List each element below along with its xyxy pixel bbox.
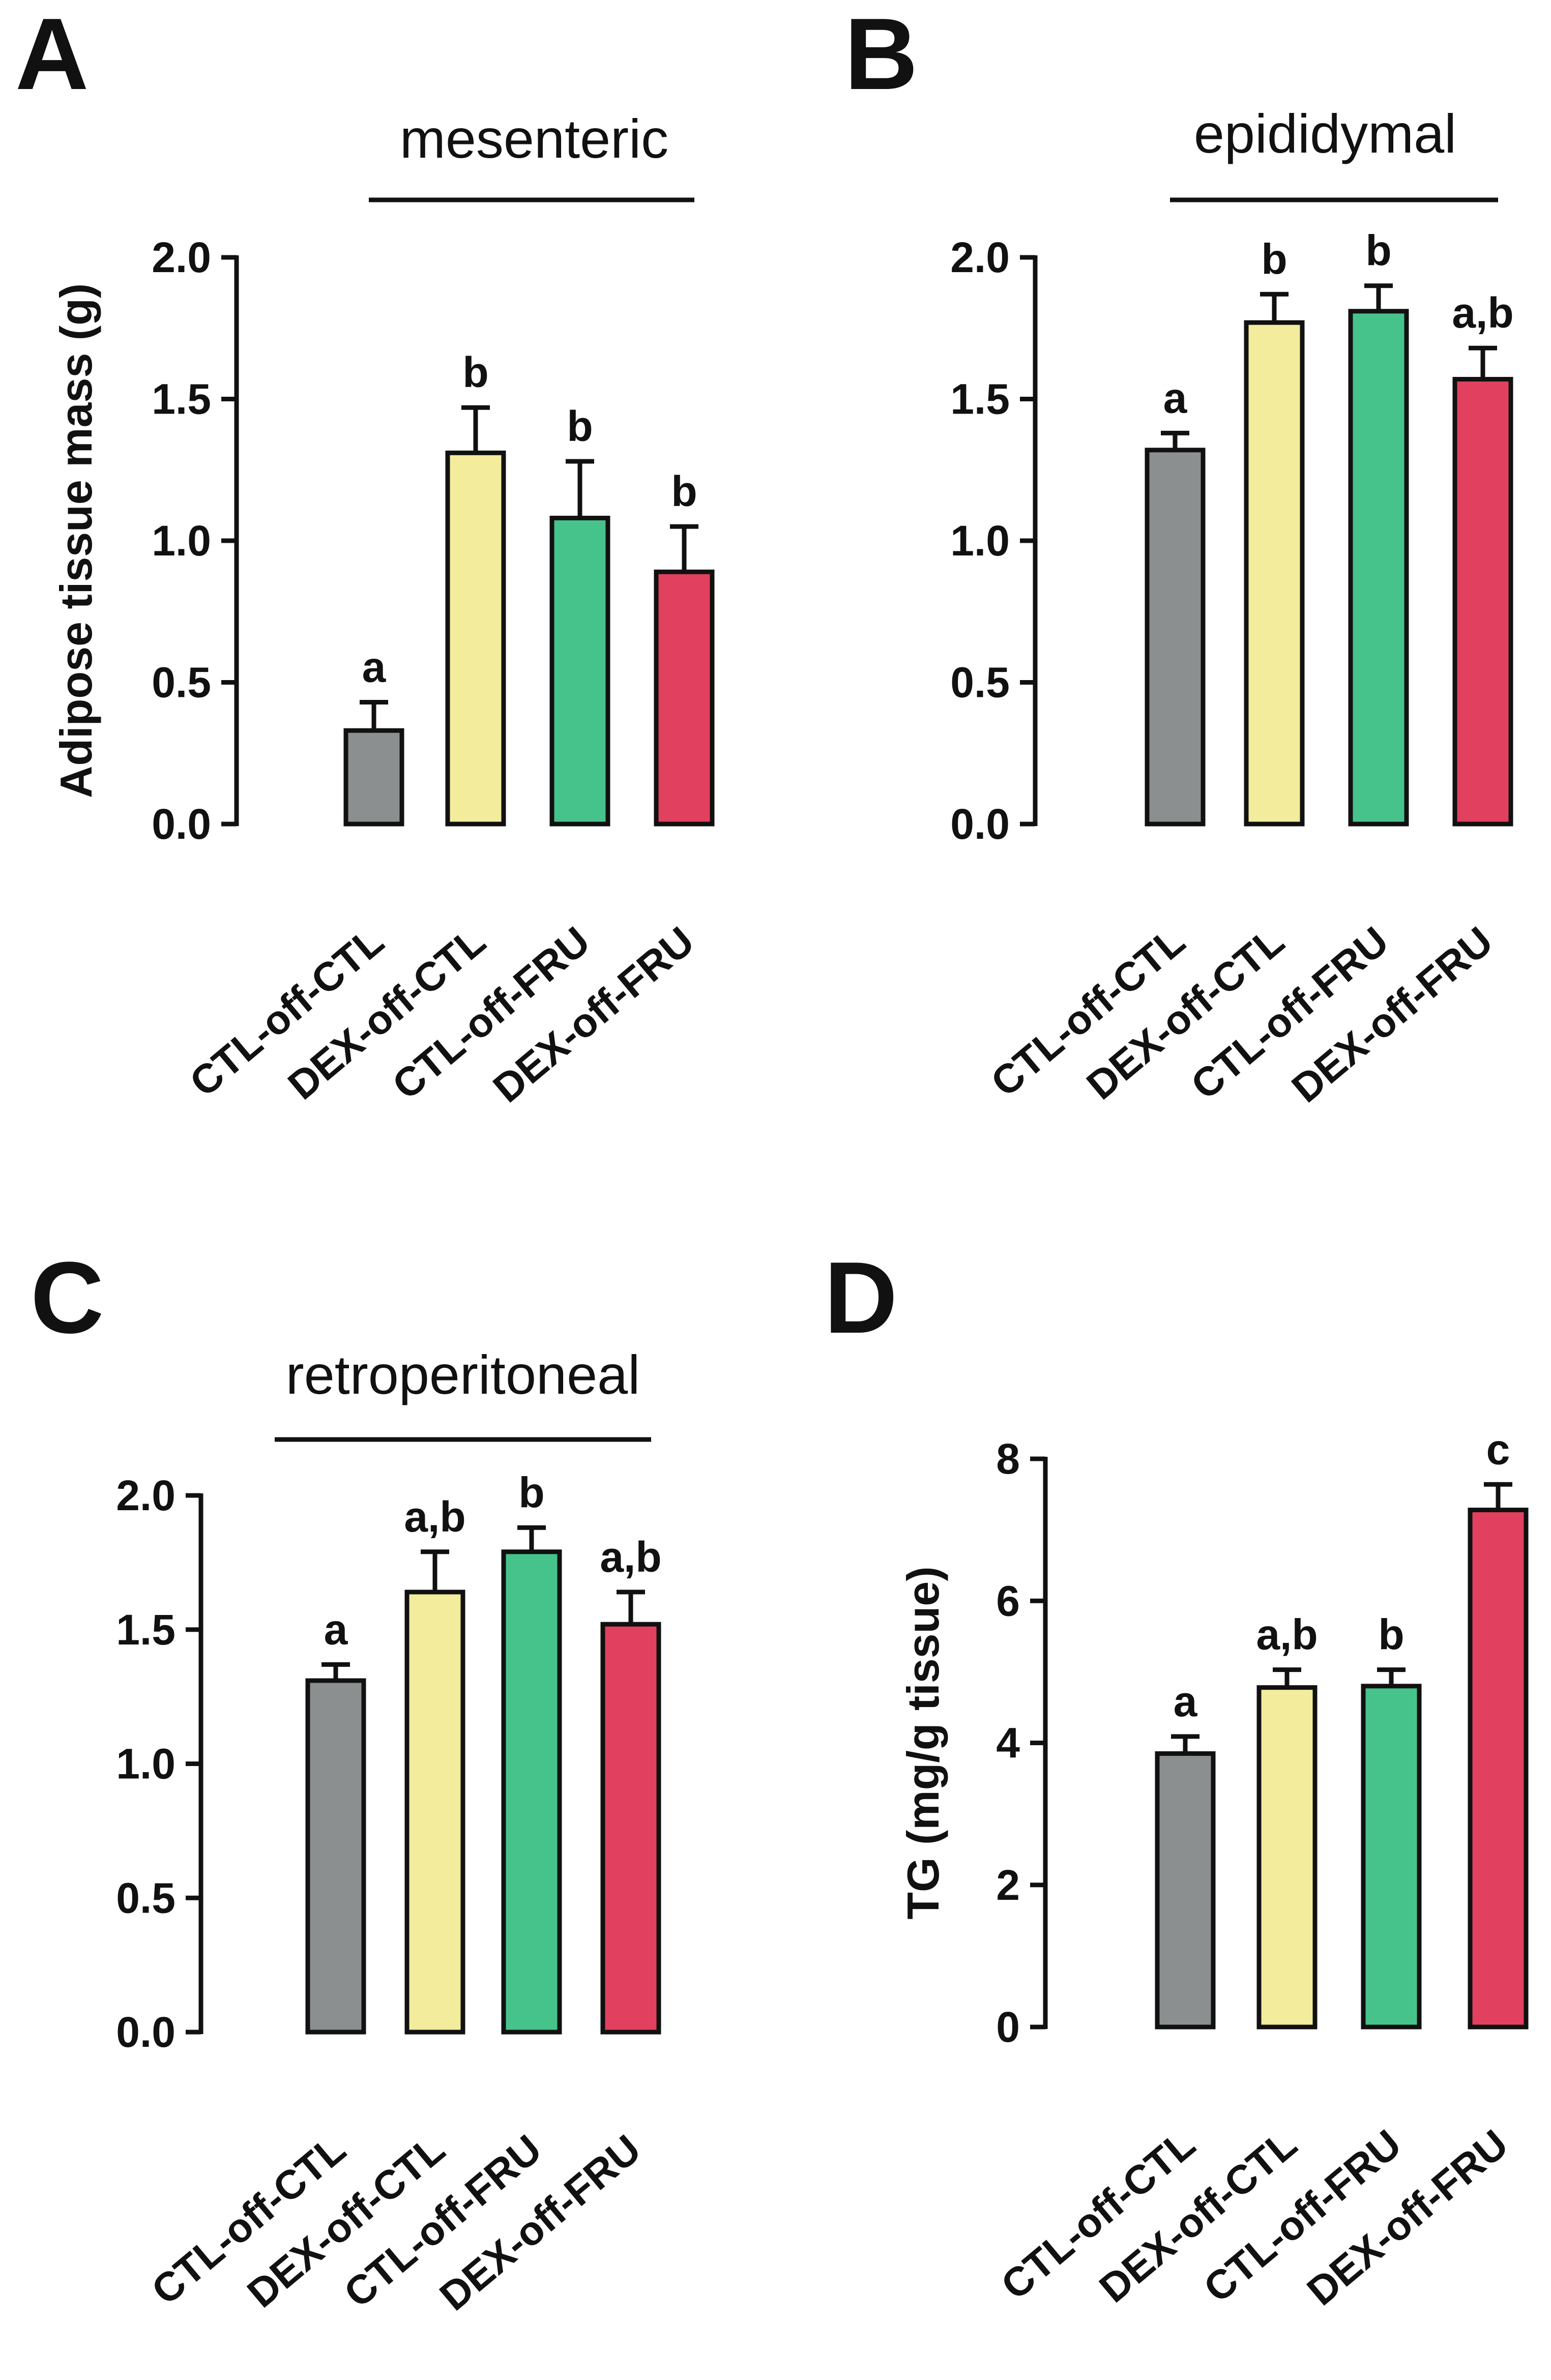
bar-dex-off-fru [600,1622,661,2035]
bar-ctl-off-ctl [305,1678,366,2035]
y-tick-label: 2.0 [116,1472,175,1519]
y-tick-label: 0.0 [950,800,1010,848]
bar-dex-off-ctl [1256,1685,1318,2030]
bar-dex-off-ctl [1244,320,1305,827]
group-title: retroperitoneal [286,1344,640,1405]
bar-dex-off-ctl [445,450,506,827]
bar-dex-off-fru [654,569,715,827]
panel-letter: A [15,0,89,111]
significance-label: b [518,1468,544,1516]
y-axis-title: Adipose tissue mass (g) [51,283,101,798]
y-tick-label: 2 [996,1861,1020,1909]
y-tick-label: 0.0 [152,800,211,848]
panel-b: Bepididymal0.00.51.01.52.0aCTL-off-CTLbD… [844,0,1514,1111]
y-tick-label: 0.5 [116,1874,175,1922]
y-tick-label: 6 [996,1577,1020,1625]
y-tick-label: 1.0 [116,1740,175,1788]
y-tick-label: 1.5 [116,1606,175,1654]
bar-ctl-off-fru [501,1549,562,2035]
bar-dex-off-ctl [404,1590,465,2035]
y-tick-label: 1.5 [950,375,1010,423]
bar-ctl-off-fru [1361,1684,1422,2030]
panel-c: Cretroperitoneal0.00.51.01.52.0aCTL-off-… [31,1241,662,2319]
y-tick-label: 4 [996,1719,1020,1767]
significance-label: a [324,1605,348,1653]
significance-label: b [567,402,593,450]
significance-label: b [462,348,488,396]
panel-letter: B [844,0,918,111]
y-axis-title: TG (mg/g tissue) [898,1566,948,1919]
significance-label: a [1174,1678,1198,1725]
y-tick-label: 2.0 [950,233,1010,281]
significance-label: b [1261,235,1287,283]
bar-dex-off-fru [1468,1508,1529,2030]
y-tick-label: 0.5 [950,659,1010,707]
bar-ctl-off-fru [1348,309,1409,827]
panel-letter: D [824,1241,897,1355]
significance-label: a,b [1256,1611,1318,1659]
y-tick-label: 1.0 [152,517,211,565]
significance-label: a,b [404,1493,465,1541]
y-tick-label: 8 [996,1435,1020,1483]
y-tick-label: 2.0 [152,233,211,281]
significance-label: b [1378,1611,1404,1659]
group-title: epididymal [1194,103,1456,164]
y-tick-label: 0 [996,2003,1020,2051]
y-tick-label: 1.0 [950,517,1010,565]
bar-ctl-off-fru [549,515,610,827]
significance-label: a,b [1452,289,1513,337]
bar-ctl-off-ctl [1155,1751,1216,2030]
significance-label: a,b [600,1533,661,1581]
significance-label: a [362,643,387,691]
y-tick-label: 0.0 [116,2008,175,2056]
y-tick-label: 1.5 [152,375,211,423]
significance-label: a [1163,374,1188,422]
bar-ctl-off-ctl [1145,448,1206,827]
group-title: mesenteric [400,108,668,169]
significance-label: b [1365,227,1391,275]
panel-letter: C [31,1241,104,1355]
significance-label: c [1486,1425,1510,1473]
significance-label: b [671,467,697,515]
bar-ctl-off-ctl [343,728,404,827]
bar-dex-off-fru [1452,377,1513,827]
y-tick-label: 0.5 [152,659,211,707]
